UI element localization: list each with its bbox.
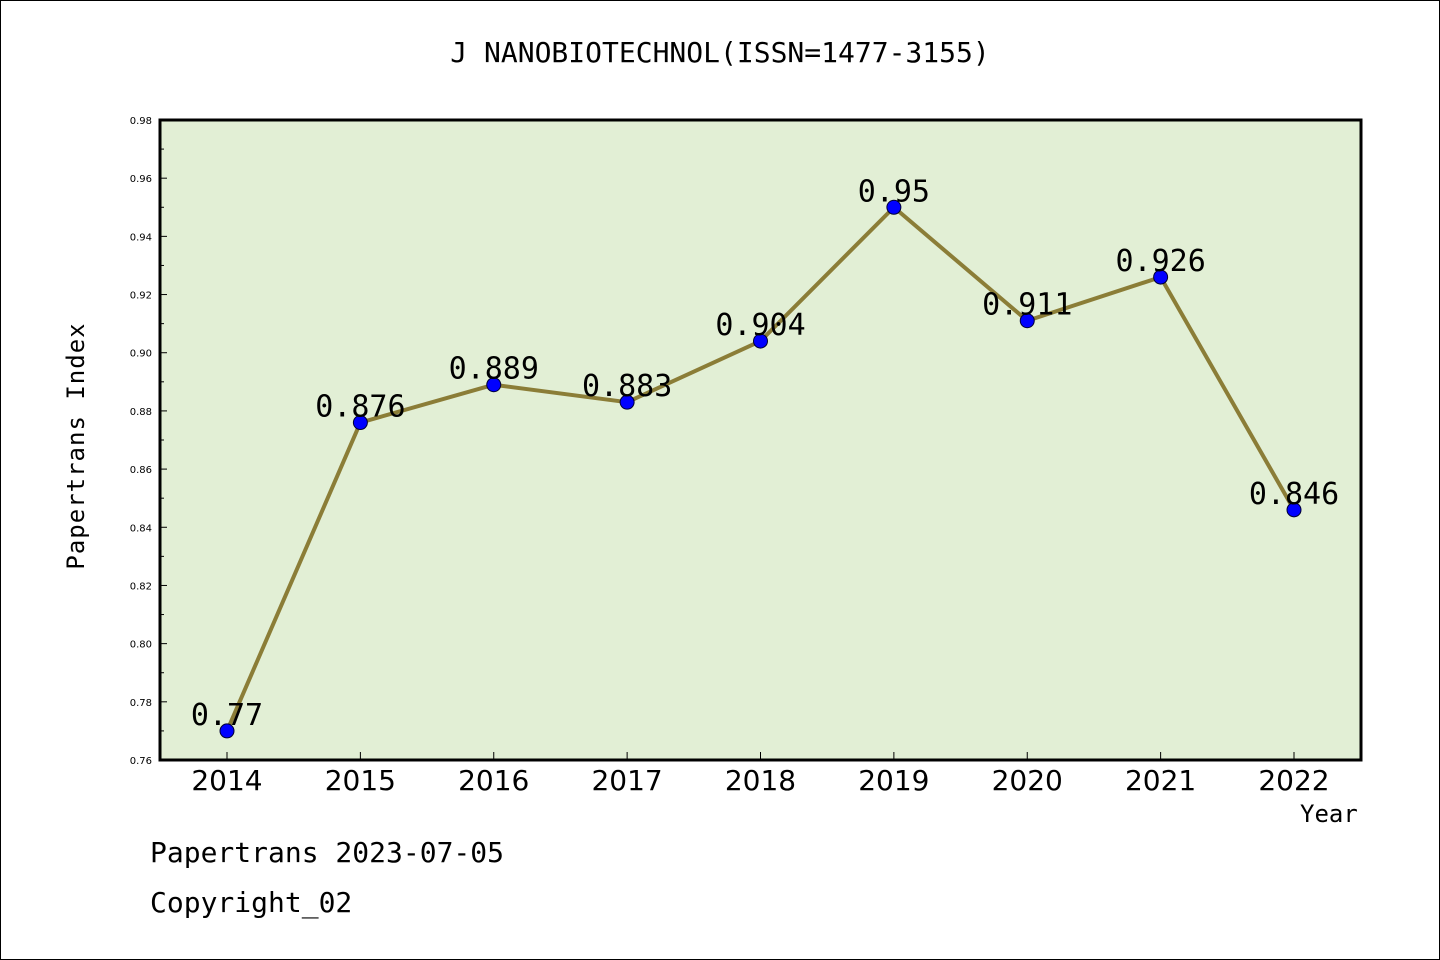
data-point-marker (886, 199, 902, 215)
data-point-marker (352, 415, 368, 431)
data-value-label: 0.904 (715, 308, 805, 343)
y-tick-label: 0.82 (130, 581, 152, 592)
y-tick-label: 0.96 (130, 174, 152, 185)
x-tick-label: 2022 (1258, 764, 1329, 797)
data-value-label: 0.883 (582, 369, 672, 404)
x-axis-ticks: 2014 2015 2016 2017 2018 2019 2020 2021 2022 (191, 752, 1330, 797)
data-point-marker (1286, 502, 1302, 518)
data-value-label: 0.77 (191, 698, 263, 733)
y-tick-label: 0.90 (130, 349, 152, 360)
data-value-label: 0.889 (449, 352, 539, 387)
y-tick-label: 0.94 (130, 232, 152, 243)
x-axis-label: Year (1300, 800, 1358, 828)
x-tick-label: 2020 (992, 764, 1063, 797)
y-axis-ticks: 0.76 0.78 0.80 0.82 0.84 0.86 0.88 0.90 0.92 0.94… (130, 116, 167, 767)
y-tick-label: 0.86 (130, 465, 152, 476)
y-tick-label: 0.80 (130, 640, 152, 651)
data-point-marker (753, 333, 768, 349)
data-point-marker (1153, 269, 1169, 285)
footer-date: Papertrans 2023-07-05 (150, 836, 505, 869)
data-labels: 0.77 0.876 0.889 0.883 0.904 0.95 0.911 0.926 0.… (191, 174, 1339, 733)
x-tick-label: 2015 (325, 764, 396, 797)
data-value-label: 0.846 (1249, 477, 1339, 512)
x-tick-label: 2017 (591, 764, 662, 797)
x-tick-label: 2019 (858, 764, 929, 797)
chart-title: J NANOBIOTECHNOL(ISSN=1477-3155) (450, 36, 990, 69)
y-tick-label: 0.88 (130, 407, 152, 418)
y-tick-label: 0.76 (130, 756, 152, 767)
x-tick-label: 2016 (458, 764, 529, 797)
y-tick-label: 0.78 (130, 698, 152, 709)
data-point-marker (486, 377, 502, 393)
footer-copyright: Copyright_02 (150, 886, 353, 919)
data-points (219, 199, 1302, 739)
plot-area (160, 120, 1361, 760)
data-point-marker (619, 394, 635, 410)
y-tick-label: 0.92 (130, 291, 152, 302)
data-point-marker (1019, 313, 1035, 329)
data-value-label: 0.876 (315, 390, 405, 425)
x-tick-label: 2021 (1125, 764, 1196, 797)
data-value-label: 0.926 (1115, 244, 1205, 279)
data-value-label: 0.911 (982, 288, 1072, 323)
x-tick-label: 2018 (725, 764, 796, 797)
data-value-label: 0.95 (858, 174, 930, 209)
y-tick-label: 0.84 (130, 523, 152, 534)
x-tick-label: 2014 (191, 764, 262, 797)
data-point-marker (219, 723, 235, 739)
plot-border (158, 118, 1363, 762)
y-tick-label: 0.98 (130, 116, 152, 127)
